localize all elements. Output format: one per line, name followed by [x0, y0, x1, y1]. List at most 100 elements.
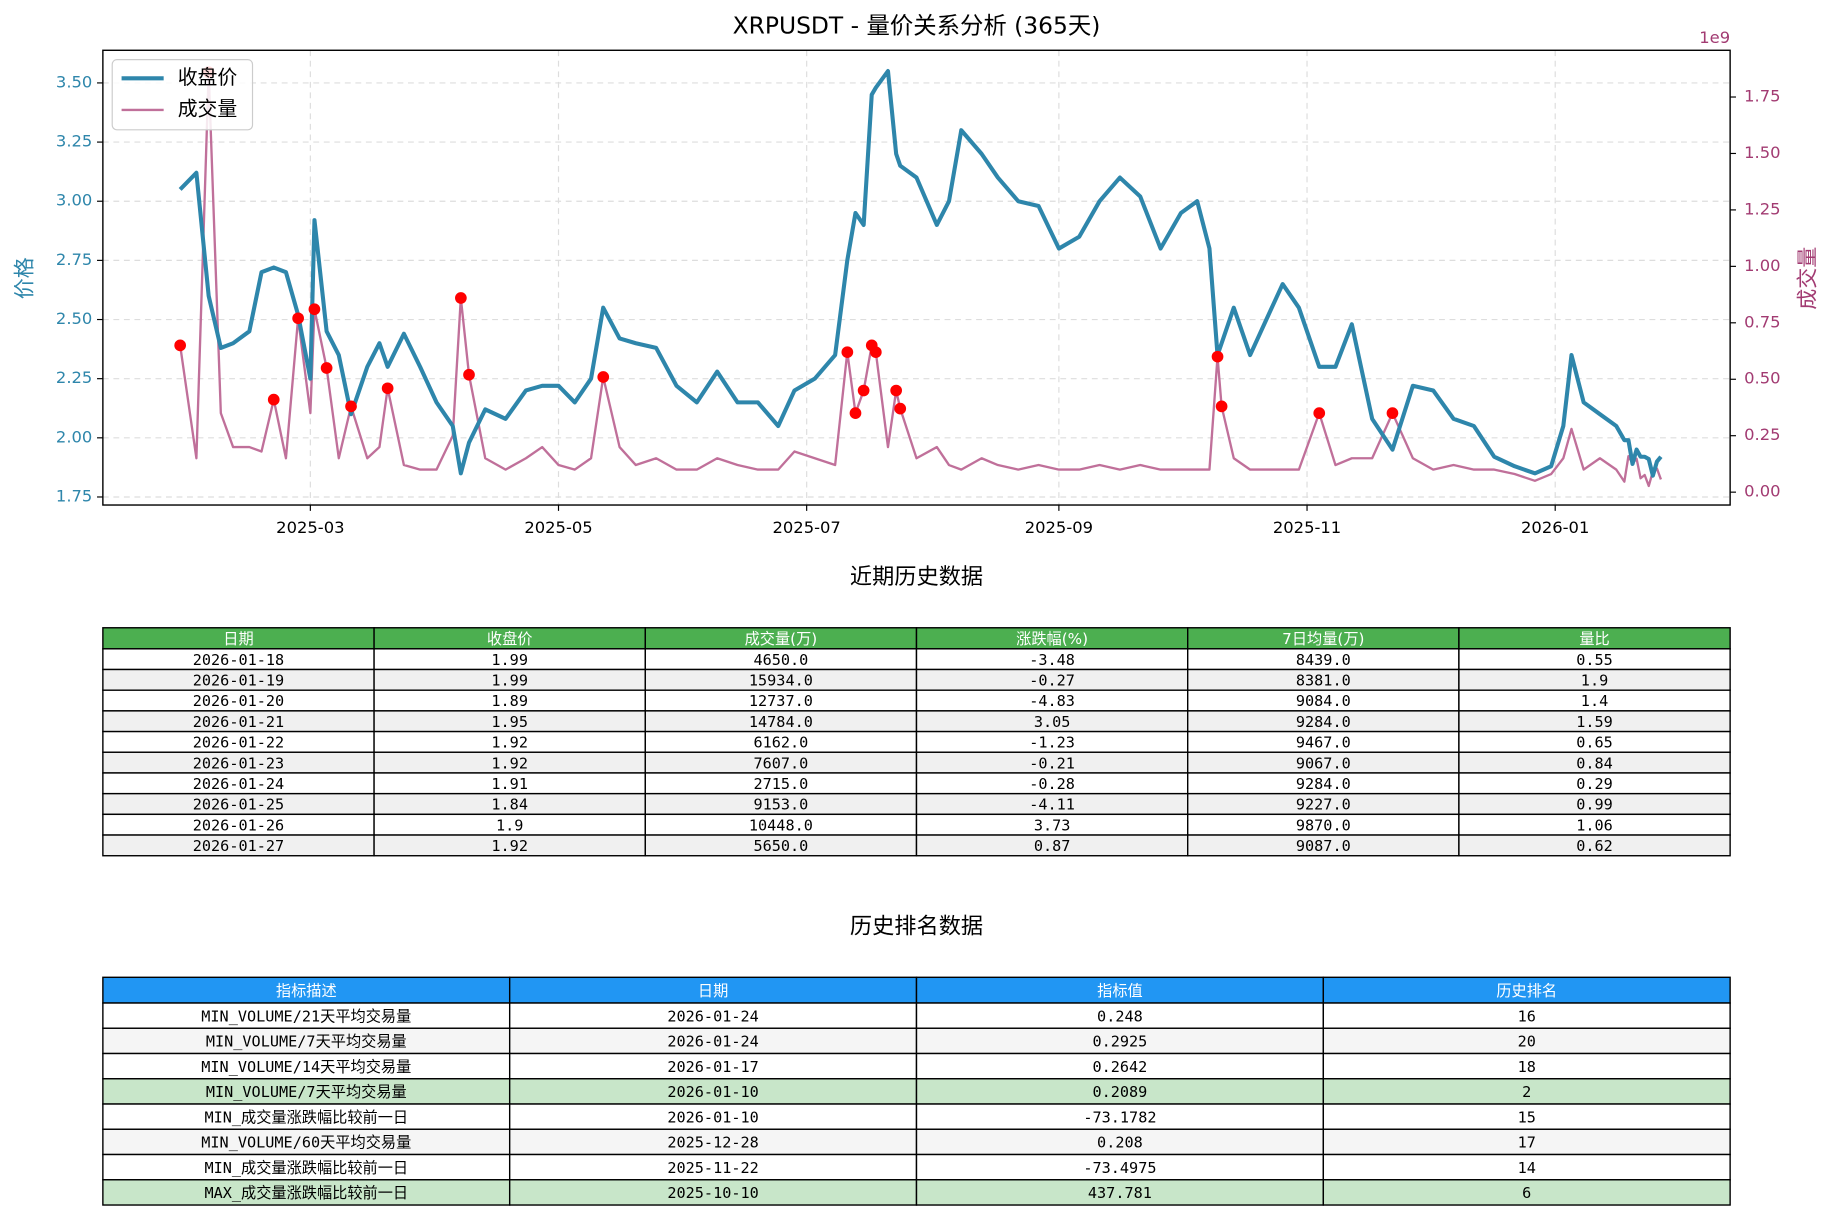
table-cell — [1322, 1103, 1731, 1130]
cell-text: 0.84 — [1576, 754, 1613, 772]
cell-text: -1.23 — [1029, 734, 1075, 752]
cell-text: 2025-10-10 — [667, 1184, 758, 1202]
volume-spike-marker — [597, 371, 610, 383]
table-cell — [915, 1103, 1325, 1130]
header-cell — [102, 976, 511, 1004]
volume-spike-marker — [1313, 407, 1326, 419]
volume-spike-marker — [857, 384, 870, 397]
cell-text: 0.62 — [1576, 837, 1613, 855]
table-cell — [102, 1027, 511, 1055]
cell-text: 17 — [1518, 1134, 1536, 1152]
volume-spike-marker — [381, 382, 394, 395]
cell-text: 3.05 — [1034, 713, 1071, 731]
table-cell — [915, 1153, 1325, 1181]
cell-text: 9087.0 — [1296, 837, 1351, 855]
cell-text: 0.248 — [1097, 1007, 1143, 1025]
volume-spike-marker — [292, 312, 304, 325]
header-label: 成交量(万) — [745, 630, 818, 648]
cell-text: MIN_VOLUME/21天平均交易量 — [201, 1007, 411, 1025]
legend-label: 收盘价 — [178, 66, 238, 89]
cell-text: 15 — [1518, 1108, 1536, 1126]
cell-text: 2026-01-23 — [193, 754, 284, 772]
table-cell — [102, 1128, 511, 1156]
volume-spike-marker — [320, 362, 333, 374]
cell-text: 15934.0 — [749, 672, 813, 690]
cell-text: 2026-01-22 — [193, 734, 284, 752]
table-cell — [508, 1179, 918, 1206]
table-cell — [508, 1078, 918, 1105]
cell-text: MIN_VOLUME/7天平均交易量 — [206, 1083, 407, 1101]
y2-offset-label: 1e9 — [1699, 28, 1730, 47]
table-cell — [508, 1027, 918, 1055]
cell-text: 7607.0 — [753, 754, 808, 772]
cell-text: 0.2642 — [1092, 1058, 1147, 1076]
cell-text: 1.9 — [1581, 672, 1608, 690]
cell-text: 0.99 — [1576, 796, 1613, 814]
cell-text: 1.92 — [491, 837, 528, 855]
cell-text: 12737.0 — [749, 692, 813, 710]
cell-text: MIN_VOLUME/60天平均交易量 — [201, 1134, 411, 1152]
cell-text: 9467.0 — [1296, 734, 1351, 752]
cell-text: 1.95 — [491, 713, 528, 731]
table-cell — [102, 1078, 511, 1105]
cell-text: -73.1782 — [1083, 1108, 1156, 1126]
cell-text: MAX_成交量涨跌幅比较前一日 — [204, 1184, 408, 1202]
y-tick-label: 3.50 — [56, 72, 92, 91]
volume-spike-marker — [841, 346, 854, 359]
x-tick-label: 2025-11 — [1273, 518, 1341, 537]
cell-text: 8439.0 — [1296, 651, 1351, 669]
y2-tick-label: 1.75 — [1744, 87, 1780, 106]
volume-spike-marker — [1386, 407, 1399, 419]
y-axis-label: 价格 — [12, 257, 37, 299]
x-tick-label: 2025-09 — [1025, 518, 1093, 537]
volume-spike-marker — [1211, 350, 1224, 363]
y2-tick-label: 0.00 — [1744, 482, 1780, 501]
y2-tick-label: 1.25 — [1744, 199, 1780, 218]
cell-text: 2715.0 — [753, 775, 808, 793]
y-tick-label: 2.75 — [56, 250, 92, 269]
table-cell — [1322, 1179, 1731, 1206]
header-label: 指标描述 — [276, 982, 337, 1000]
cell-text: 1.89 — [491, 692, 528, 710]
table-cell — [915, 1002, 1325, 1029]
volume-spike-marker — [894, 402, 907, 415]
volume-spike-marker — [455, 292, 467, 304]
volume-spike-marker — [308, 303, 321, 316]
series-line — [178, 70, 1663, 488]
cell-text: 20 — [1518, 1033, 1536, 1051]
volume-spike-marker — [174, 339, 187, 352]
table-title: 历史排名数据 — [850, 914, 983, 940]
volume-spike-marker — [849, 407, 862, 419]
cell-text: 2025-11-22 — [667, 1159, 758, 1177]
cell-text: 2025-12-28 — [667, 1134, 758, 1152]
cell-text: 0.87 — [1034, 837, 1071, 855]
cell-text: -0.27 — [1029, 672, 1075, 690]
cell-text: 1.99 — [491, 672, 528, 690]
cell-text: 4650.0 — [753, 651, 808, 669]
y-tick-label: 2.00 — [56, 427, 92, 446]
header-label: 收盘价 — [487, 630, 533, 648]
plot-frame — [102, 49, 1731, 506]
cell-text: -3.48 — [1029, 651, 1075, 669]
cell-text: 0.2925 — [1092, 1033, 1147, 1051]
cell-text: 6162.0 — [753, 734, 808, 752]
y-tick-label: 3.25 — [56, 132, 92, 151]
cell-text: 0.65 — [1576, 734, 1613, 752]
cell-text: 9084.0 — [1296, 692, 1351, 710]
header-label: 历史排名 — [1496, 982, 1557, 1000]
y-tick-label: 2.50 — [56, 309, 92, 328]
table-cell — [508, 1153, 918, 1181]
header-label: 指标值 — [1097, 982, 1143, 1000]
volume-spike-marker — [1215, 400, 1228, 413]
cell-text: 2026-01-19 — [193, 672, 284, 690]
y2-tick-label: 0.75 — [1744, 312, 1780, 331]
cell-text: 0.208 — [1097, 1134, 1143, 1152]
y2-tick-label: 1.00 — [1744, 256, 1780, 275]
cell-text: MIN_VOLUME/14天平均交易量 — [201, 1058, 411, 1076]
cell-text: MIN_成交量涨跌幅比较前一日 — [204, 1108, 408, 1126]
cell-text: 16 — [1518, 1007, 1536, 1025]
series-line — [178, 69, 1663, 478]
cell-text: 437.781 — [1088, 1184, 1152, 1202]
cell-text: 2026-01-24 — [667, 1007, 758, 1025]
table-cell — [102, 1103, 511, 1130]
